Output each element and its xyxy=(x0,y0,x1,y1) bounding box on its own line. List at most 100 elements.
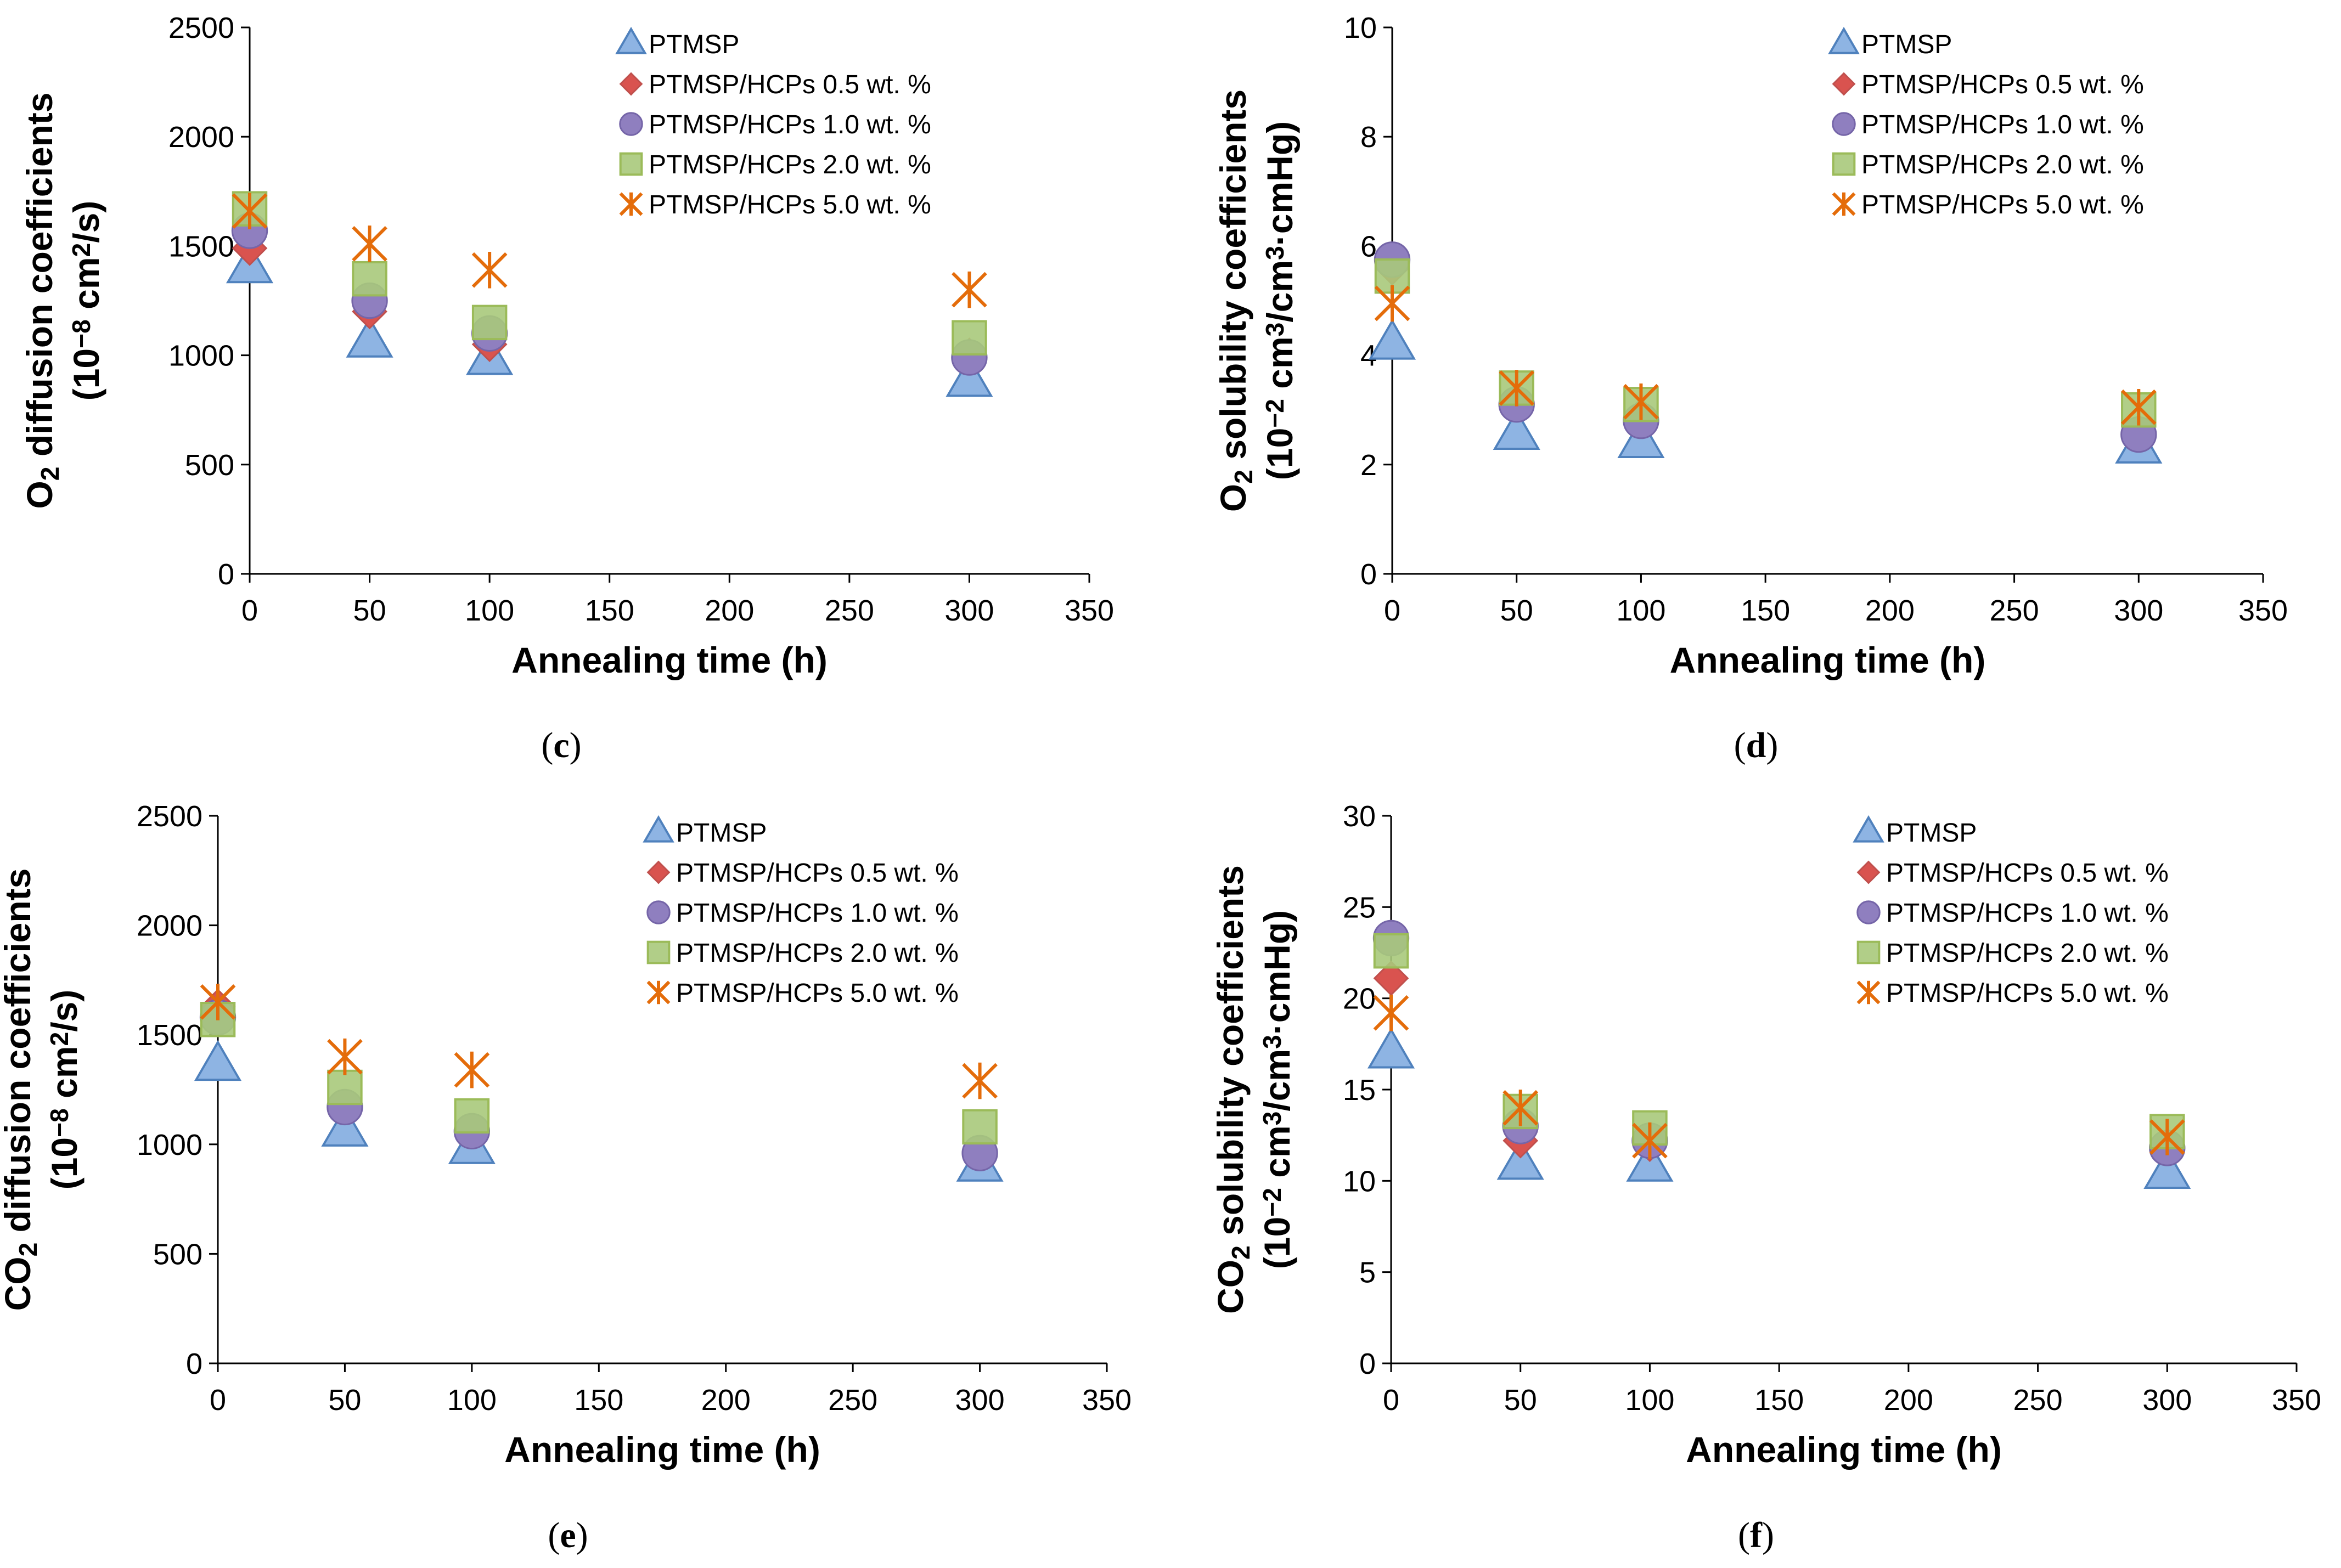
x-tick-label: 350 xyxy=(2238,594,2288,627)
x-axis-title: Annealing time (h) xyxy=(1670,640,1986,680)
x-axis-title: Annealing time (h) xyxy=(504,1429,820,1470)
y-tick-label: 10 xyxy=(1344,12,1377,44)
data-point-s4-x50 xyxy=(1499,370,1535,407)
legend-entry-1: PTMSP/HCPs 0.5 wt. % xyxy=(1861,70,2144,99)
x-tick-label: 50 xyxy=(353,594,386,627)
x-tick-label: 100 xyxy=(1625,1384,1674,1417)
legend-entry-2: PTMSP/HCPs 1.0 wt. % xyxy=(1886,899,2169,928)
y-tick-label: 2000 xyxy=(168,121,234,154)
y-tick-label: 2500 xyxy=(137,800,202,833)
y-axis-title-line2: (10−2 cm3/cm3·cmHg) xyxy=(1259,121,1300,480)
legend-entry-2: PTMSP/HCPs 1.0 wt. % xyxy=(676,899,959,928)
y-axis-title-line1: O2 diffusion coefficients xyxy=(19,92,64,509)
y-tick-label: 500 xyxy=(185,449,234,482)
legend-entry-1: PTMSP/HCPs 0.5 wt. % xyxy=(1886,859,2169,888)
y-tick-label: 6 xyxy=(1360,230,1377,263)
legend-marker-4 xyxy=(1832,192,1856,216)
data-point-s3-x0 xyxy=(1373,933,1409,969)
legend-marker-4 xyxy=(646,980,671,1005)
y-axis-title-line2: (10−2 cm3/cm3·cmHg) xyxy=(1257,910,1297,1269)
data-point-s0-x0 xyxy=(1367,1028,1415,1069)
x-tick-label: 250 xyxy=(825,594,874,627)
legend-entry-3: PTMSP/HCPs 2.0 wt. % xyxy=(1861,150,2144,179)
panel-label: (f) xyxy=(1738,1515,1774,1555)
legend-entry-1: PTMSP/HCPs 0.5 wt. % xyxy=(649,70,931,99)
x-tick-label: 250 xyxy=(828,1384,877,1417)
legend-marker-0 xyxy=(615,26,647,54)
data-point-s3-x100 xyxy=(471,304,508,341)
x-tick-label: 250 xyxy=(2013,1384,2063,1417)
legend-marker-0 xyxy=(1828,26,1860,54)
y-axis-title-line2: (10−8 cm2/s) xyxy=(44,990,85,1190)
y-tick-label: 1500 xyxy=(137,1019,202,1052)
y-axis-title-line1: CO2 diffusion coefficients xyxy=(0,868,42,1311)
legend-entry-2: PTMSP/HCPs 1.0 wt. % xyxy=(1861,110,2144,139)
legend-marker-3 xyxy=(646,940,671,965)
legend-marker-0 xyxy=(643,815,674,843)
data-point-s4-x300 xyxy=(962,1062,998,1099)
x-axis-title: Annealing time (h) xyxy=(511,640,828,680)
legend-marker-3 xyxy=(1856,940,1881,965)
y-axis-title-line1: O2 solubility coefficients xyxy=(1213,89,1258,512)
legend-entry-3: PTMSP/HCPs 2.0 wt. % xyxy=(649,150,931,179)
y-tick-label: 0 xyxy=(1360,558,1377,591)
x-tick-label: 100 xyxy=(465,594,514,627)
y-axis-title-line1: CO2 solubility coefficients xyxy=(1210,865,1255,1314)
y-tick-label: 25 xyxy=(1343,891,1376,924)
data-point-s3-x50 xyxy=(352,261,387,297)
legend-entry-4: PTMSP/HCPs 5.0 wt. % xyxy=(676,979,959,1008)
legend-entry-3: PTMSP/HCPs 2.0 wt. % xyxy=(1886,939,2169,968)
legend-entry-4: PTMSP/HCPs 5.0 wt. % xyxy=(1886,979,2169,1008)
data-point-s0-x50 xyxy=(346,317,393,358)
legend-marker-2 xyxy=(619,112,643,136)
data-point-s0-x0 xyxy=(194,1040,242,1081)
x-tick-label: 200 xyxy=(1865,594,1915,627)
x-tick-label: 0 xyxy=(1384,594,1400,627)
x-tick-label: 300 xyxy=(955,1384,1005,1417)
x-tick-label: 350 xyxy=(2272,1384,2321,1417)
legend-entry-2: PTMSP/HCPs 1.0 wt. % xyxy=(649,110,931,139)
x-tick-label: 350 xyxy=(1065,594,1114,627)
data-point-s3-x100 xyxy=(454,1098,490,1134)
y-tick-label: 500 xyxy=(153,1238,202,1271)
x-tick-label: 300 xyxy=(944,594,994,627)
y-tick-label: 5 xyxy=(1359,1256,1376,1289)
legend-marker-4 xyxy=(619,192,643,216)
chart-panel-2: 0 500 1000 1500 2000 2500 0 50 100 150 200 250 300 35… xyxy=(0,800,1132,1555)
data-point-s4-x0 xyxy=(200,984,236,1020)
x-axis-title: Annealing time (h) xyxy=(1686,1429,2002,1470)
data-point-s4-x100 xyxy=(454,1051,490,1088)
data-point-s4-x100 xyxy=(471,251,508,289)
data-point-s3-x300 xyxy=(952,320,987,356)
x-tick-label: 300 xyxy=(2114,594,2163,627)
legend-entry-4: PTMSP/HCPs 5.0 wt. % xyxy=(649,190,931,219)
data-point-s0-x0 xyxy=(1368,319,1416,360)
data-point-s0-x50 xyxy=(321,1106,369,1147)
legend-marker-0 xyxy=(1853,815,1884,843)
x-tick-label: 200 xyxy=(705,594,754,627)
legend-marker-2 xyxy=(646,900,671,924)
y-tick-label: 1500 xyxy=(168,230,234,263)
legend-marker-3 xyxy=(619,152,643,176)
y-tick-label: 15 xyxy=(1343,1074,1376,1107)
x-tick-label: 250 xyxy=(1990,594,2039,627)
y-tick-label: 8 xyxy=(1360,121,1377,154)
x-tick-label: 50 xyxy=(1500,594,1533,627)
data-point-s4-x100 xyxy=(1623,383,1659,420)
data-point-s3-x300 xyxy=(962,1109,998,1145)
x-tick-label: 300 xyxy=(2142,1384,2192,1417)
x-tick-label: 150 xyxy=(1754,1384,1804,1417)
data-point-s0-x300 xyxy=(946,356,993,397)
data-point-s4-x50 xyxy=(327,1038,363,1075)
y-tick-label: 0 xyxy=(186,1347,202,1380)
data-point-s4-x0 xyxy=(1373,995,1409,1031)
y-tick-label: 10 xyxy=(1343,1165,1376,1198)
legend-marker-1 xyxy=(646,860,671,884)
x-tick-label: 200 xyxy=(701,1384,751,1417)
y-tick-label: 0 xyxy=(1359,1347,1376,1380)
x-tick-label: 100 xyxy=(1616,594,1665,627)
chart-panel-0: 0 500 1000 1500 2000 2500 0 50 100 150 200 250 300 35… xyxy=(19,12,1114,765)
panel-label: (e) xyxy=(548,1515,588,1555)
